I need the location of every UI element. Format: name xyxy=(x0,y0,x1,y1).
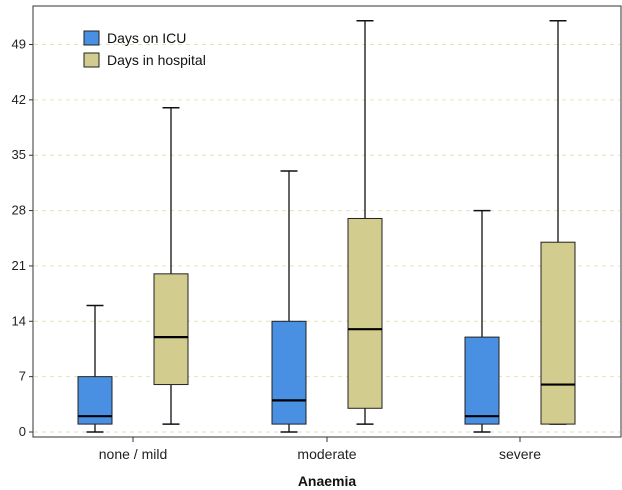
box-0-1 xyxy=(271,170,307,433)
y-tick-label: 28 xyxy=(12,203,26,218)
y-tick-label: 14 xyxy=(12,313,26,328)
x-tick-label: none / mild xyxy=(99,446,167,462)
y-tick-label: 21 xyxy=(12,258,26,273)
legend: Days on ICU Days in hospital xyxy=(83,30,206,68)
y-tick-label: 7 xyxy=(19,369,26,384)
y-tick-label: 0 xyxy=(19,424,26,439)
axes: 0 7 14 21 28 35 42 49 xyxy=(12,5,622,442)
iqr-box xyxy=(271,320,307,425)
legend-label-hospital: Days in hospital xyxy=(107,52,206,68)
iqr-box xyxy=(464,336,500,425)
box-1-0 xyxy=(153,107,189,425)
category-labels: none / mild moderate severe xyxy=(99,446,541,462)
y-tick-label: 49 xyxy=(12,37,26,52)
legend-swatch-hospital xyxy=(83,52,100,68)
grid-lines xyxy=(34,44,620,433)
legend-swatch-icu xyxy=(83,30,100,46)
y-tick-label: 42 xyxy=(12,92,26,107)
iqr-box xyxy=(347,217,383,409)
x-tick-label: severe xyxy=(499,446,541,462)
legend-label-icu: Days on ICU xyxy=(107,30,186,46)
box-1-1 xyxy=(347,20,383,425)
x-axis-label: Anaemia xyxy=(298,473,357,489)
x-tick-label: moderate xyxy=(297,446,356,462)
boxes xyxy=(77,20,576,433)
iqr-box xyxy=(153,273,189,386)
plot-frame xyxy=(32,5,622,438)
box-0-2 xyxy=(464,209,500,433)
iqr-box xyxy=(540,241,576,425)
box-1-2 xyxy=(540,20,576,425)
box-0-0 xyxy=(77,304,113,433)
y-tick-label: 35 xyxy=(12,147,26,162)
